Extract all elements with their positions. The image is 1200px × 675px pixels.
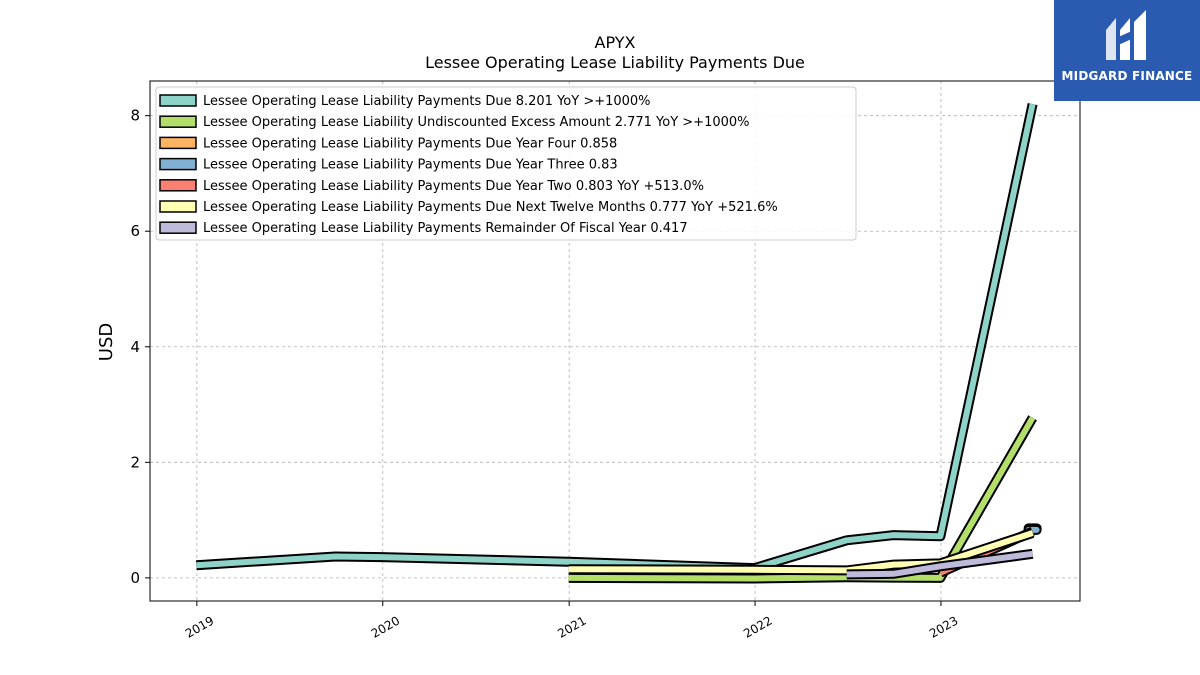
legend-swatch — [159, 115, 197, 128]
x-axis-ticks: 2019 2020 2021 2022 2023 — [183, 601, 960, 641]
series-lines — [195, 103, 1042, 584]
x-tick-label: 2023 — [927, 613, 960, 640]
x-tick-label: 2020 — [369, 613, 402, 640]
legend-entry: Lessee Operating Lease Liability Payment… — [203, 179, 704, 194]
x-tick-label: 2022 — [741, 613, 774, 640]
x-tick-label: 2021 — [555, 613, 588, 640]
legend-entry: Lessee Operating Lease Liability Payment… — [203, 221, 688, 236]
chart-subtitle: Lessee Operating Lease Liability Payment… — [425, 53, 805, 72]
legend-entry: Lessee Operating Lease Liability Payment… — [203, 94, 651, 109]
y-axis-ticks: 0 2 4 6 8 — [130, 107, 150, 587]
y-tick-label: 0 — [130, 569, 140, 587]
legend-entry: Lessee Operating Lease Liability Undisco… — [203, 115, 750, 130]
midgard-m-logo-icon — [1106, 10, 1146, 60]
legend: Lessee Operating Lease Liability Payment… — [155, 86, 857, 241]
legend-entry: Lessee Operating Lease Liability Payment… — [203, 200, 778, 215]
y-tick-label: 4 — [130, 338, 140, 356]
y-tick-label: 8 — [130, 107, 140, 125]
x-tick-label: 2019 — [183, 613, 216, 640]
legend-entry: Lessee Operating Lease Liability Payment… — [203, 136, 617, 151]
legend-swatch — [159, 179, 197, 192]
legend-swatch — [159, 221, 197, 234]
legend-entry: Lessee Operating Lease Liability Payment… — [203, 158, 618, 173]
logo-text: MIDGARD FINANCE — [1061, 69, 1193, 83]
legend-swatch — [159, 136, 197, 150]
legend-swatch — [159, 200, 197, 213]
series-line-lessee-operating-lease-liability-payments-due-next-twelve-months — [568, 530, 1034, 574]
y-tick-label: 2 — [130, 453, 140, 471]
plot-area-frame — [149, 80, 1081, 602]
series-line-lessee-operating-lease-liability-payments-remainder-of-fiscal-year — [846, 550, 1034, 578]
legend-box — [155, 86, 857, 241]
y-axis-label: USD — [96, 323, 117, 361]
chart-title: APYX — [595, 33, 636, 52]
legend-swatch — [159, 94, 197, 107]
legend-swatch — [159, 157, 197, 171]
series-line-lessee-operating-lease-liability-undiscounted-excess-amount — [568, 416, 1036, 582]
brand-logo: MIDGARD FINANCE — [1054, 0, 1200, 101]
y-tick-label: 6 — [130, 222, 140, 240]
